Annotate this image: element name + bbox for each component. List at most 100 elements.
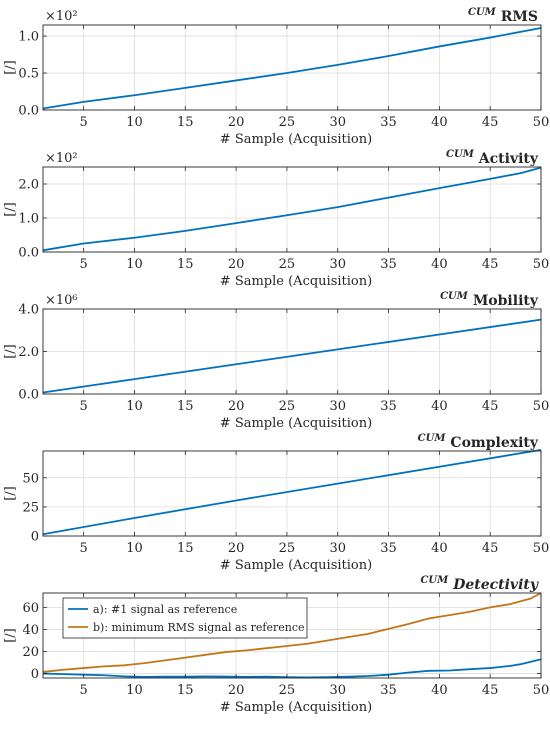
y-axis-label: [/]: [3, 344, 18, 359]
x-axis-label: # Sample (Acquisition): [220, 416, 372, 431]
axes-box: [42, 592, 542, 679]
y-tick-label: 1.0: [18, 30, 39, 45]
series-line-1: [42, 318, 542, 394]
y-tick-label: 2.0: [18, 345, 39, 360]
x-tick-label: 45: [482, 541, 499, 556]
y-axis-label: [/]: [3, 628, 18, 643]
chart-title-main: Activity: [478, 151, 539, 167]
x-tick-label: 50: [533, 399, 550, 414]
x-tick-label: 50: [533, 541, 550, 556]
x-tick-label: 10: [126, 399, 143, 414]
chart-panel-5: 5 10 15 20 25 30 35 40 45 50 0 20 40 60 # Sample (Acqu…: [3, 575, 549, 715]
x-tick-label: 45: [482, 399, 499, 414]
y-tick-label: 0.5: [18, 67, 39, 82]
x-axis-label: # Sample (Acquisition): [220, 558, 372, 573]
y-tick-label: 0: [31, 667, 39, 682]
chart-title: CUM RMS: [468, 7, 538, 25]
x-tick-label: 30: [329, 257, 346, 272]
x-tick-label: 45: [482, 115, 499, 130]
x-tick-label: 15: [177, 257, 194, 272]
x-tick-label: 25: [279, 541, 296, 556]
x-tick-label: 40: [431, 115, 448, 130]
x-tick-label: 25: [279, 257, 296, 272]
chart-title-superscript: CUM: [420, 575, 449, 586]
chart-panel-3: 5 10 15 20 25 30 35 40 45 50 0.0 2.0 4.0 # Sample (Ac…: [3, 291, 549, 431]
chart-title-main: RMS: [501, 9, 538, 25]
x-tick-label: 25: [279, 399, 296, 414]
x-tick-label: 40: [431, 541, 448, 556]
x-tick-label: 35: [380, 541, 397, 556]
x-tick-label: 25: [279, 683, 296, 698]
x-tick-label: 35: [380, 683, 397, 698]
x-axis-label: # Sample (Acquisition): [220, 700, 372, 715]
legend-label-2: b): minimum RMS signal as reference: [93, 621, 305, 634]
plot-area: [43, 451, 541, 536]
y-tick-label: 0.0: [18, 388, 39, 403]
x-tick-label: 10: [126, 115, 143, 130]
series-line-2: [42, 592, 542, 673]
chart-title-superscript: CUM: [446, 149, 475, 160]
chart-title-superscript: CUM: [418, 433, 447, 444]
x-tick-label: 35: [380, 257, 397, 272]
y-axis-label: [/]: [3, 60, 18, 75]
x-tick-label: 40: [431, 683, 448, 698]
x-tick-label: 50: [533, 257, 550, 272]
y-tick-label: 60: [22, 601, 39, 616]
y-tick-label: 50: [22, 471, 39, 486]
y-tick-label: 25: [22, 500, 39, 515]
y-axis-label: [/]: [3, 202, 18, 217]
x-tick-label: 5: [80, 115, 88, 130]
x-tick-label: 45: [482, 683, 499, 698]
y-exponent-label: ×10²: [45, 151, 78, 166]
axes-box: [42, 166, 542, 253]
x-tick-label: 10: [126, 541, 143, 556]
x-tick-label: 15: [177, 115, 194, 130]
x-tick-label: 40: [431, 399, 448, 414]
x-axis-label: # Sample (Acquisition): [220, 274, 372, 289]
x-tick-label: 50: [533, 115, 550, 130]
x-axis-label: # Sample (Acquisition): [220, 132, 372, 147]
y-tick-label: 2.0: [18, 178, 39, 193]
x-tick-label: 20: [228, 541, 245, 556]
chart-panel-4: 5 10 15 20 25 30 35 40 45 50 0 25 50 # Sample (Acquis…: [3, 433, 549, 573]
y-axis-label: [/]: [3, 486, 18, 501]
y-exponent-label: ×10²: [45, 9, 78, 24]
y-tick-label: 4.0: [18, 303, 39, 318]
axes-box: [42, 450, 542, 537]
x-tick-label: 25: [279, 115, 296, 130]
x-tick-label: 30: [329, 683, 346, 698]
chart-title: CUM Mobility: [440, 291, 539, 309]
x-tick-label: 30: [329, 399, 346, 414]
chart-title-main: Detectivity: [452, 577, 539, 593]
series-line-1: [42, 448, 542, 536]
y-tick-label: 20: [22, 645, 39, 660]
chart-title: CUM Complexity: [418, 433, 539, 451]
x-tick-label: 10: [126, 683, 143, 698]
y-tick-label: 40: [22, 623, 39, 638]
axes-box: [42, 24, 542, 111]
x-tick-label: 5: [80, 399, 88, 414]
x-tick-label: 50: [533, 683, 550, 698]
legend: a): #1 signal as reference b): minimum RM…: [62, 597, 308, 639]
x-tick-label: 30: [329, 541, 346, 556]
y-tick-label: 0: [31, 530, 39, 545]
series-line-1: [42, 27, 542, 110]
y-tick-label: 0.0: [18, 104, 39, 119]
x-tick-label: 15: [177, 683, 194, 698]
x-tick-label: 35: [380, 115, 397, 130]
chart-panel-2: 5 10 15 20 25 30 35 40 45 50 0.0 1.0 2.0 # Sample (Ac…: [3, 149, 549, 289]
x-tick-label: 20: [228, 399, 245, 414]
chart-title-main: Mobility: [473, 293, 539, 309]
x-tick-label: 20: [228, 257, 245, 272]
legend-label-1: a): #1 signal as reference: [93, 603, 237, 616]
chart-title: CUM Detectivity: [420, 575, 538, 593]
chart-title: CUM Activity: [446, 149, 539, 167]
x-tick-label: 15: [177, 541, 194, 556]
x-tick-label: 40: [431, 257, 448, 272]
x-tick-label: 10: [126, 257, 143, 272]
y-exponent-label: ×10⁶: [45, 293, 78, 308]
y-tick-label: 0.0: [18, 246, 39, 261]
x-tick-label: 45: [482, 257, 499, 272]
chart-title-superscript: CUM: [468, 7, 497, 18]
